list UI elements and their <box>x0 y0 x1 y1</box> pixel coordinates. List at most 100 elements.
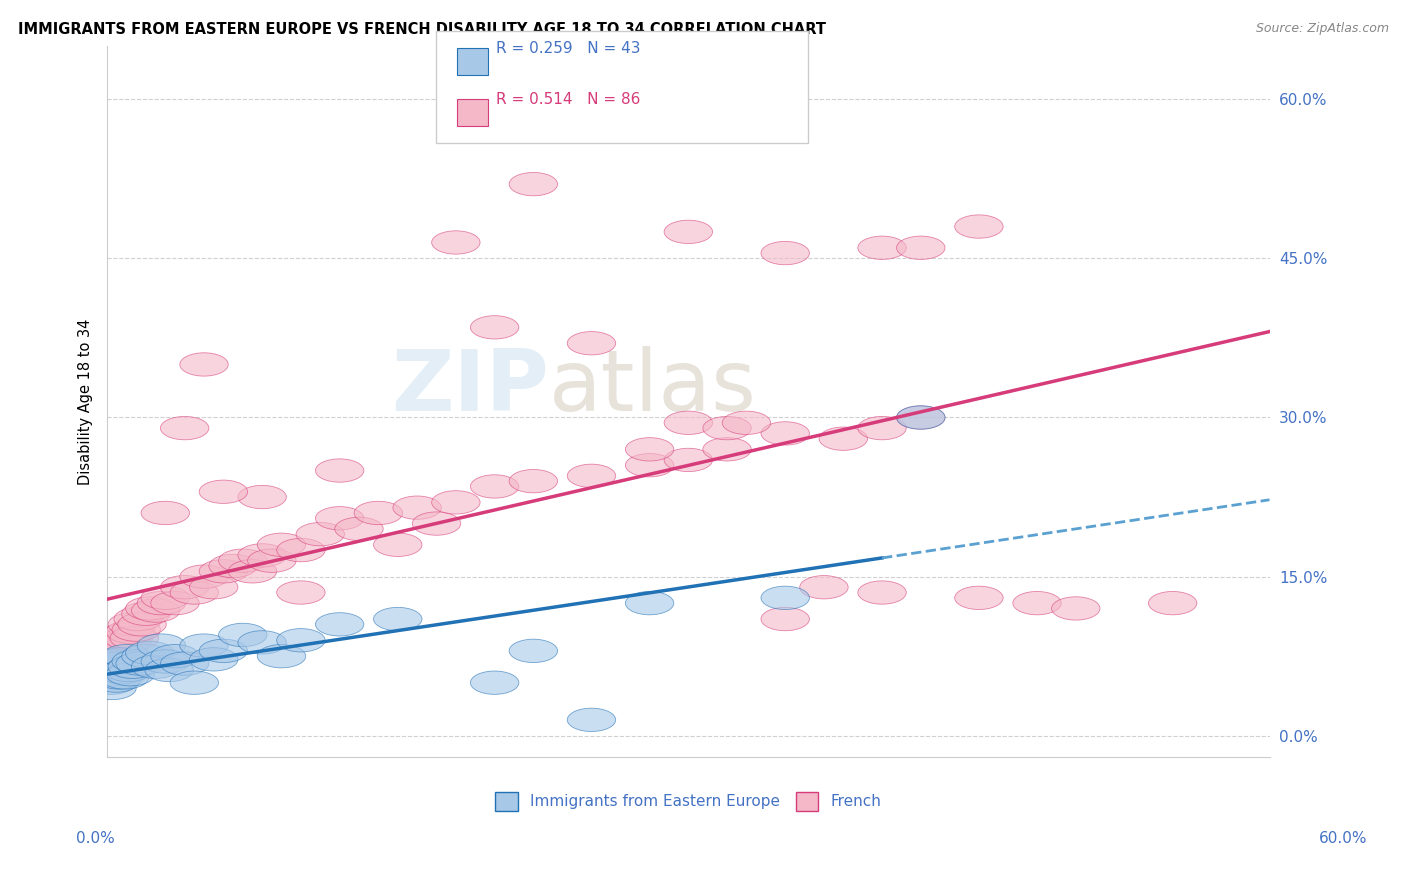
Ellipse shape <box>297 523 344 546</box>
Ellipse shape <box>103 631 150 654</box>
Ellipse shape <box>145 658 194 681</box>
Ellipse shape <box>315 613 364 636</box>
Ellipse shape <box>277 539 325 562</box>
Ellipse shape <box>87 640 135 663</box>
Ellipse shape <box>238 631 287 654</box>
Ellipse shape <box>98 631 146 654</box>
Ellipse shape <box>335 517 384 541</box>
Ellipse shape <box>150 645 200 668</box>
Ellipse shape <box>84 645 134 668</box>
Ellipse shape <box>703 438 751 461</box>
Ellipse shape <box>761 586 810 609</box>
Ellipse shape <box>664 220 713 244</box>
Ellipse shape <box>107 663 155 686</box>
Ellipse shape <box>86 649 135 673</box>
Ellipse shape <box>200 559 247 583</box>
Ellipse shape <box>89 655 138 679</box>
Ellipse shape <box>86 660 135 684</box>
Ellipse shape <box>471 671 519 694</box>
Ellipse shape <box>257 645 305 668</box>
Ellipse shape <box>125 597 174 620</box>
Text: IMMIGRANTS FROM EASTERN EUROPE VS FRENCH DISABILITY AGE 18 TO 34 CORRELATION CHA: IMMIGRANTS FROM EASTERN EUROPE VS FRENCH… <box>18 22 827 37</box>
Ellipse shape <box>118 613 166 636</box>
Ellipse shape <box>567 708 616 731</box>
Ellipse shape <box>89 634 138 657</box>
Text: Source: ZipAtlas.com: Source: ZipAtlas.com <box>1256 22 1389 36</box>
Ellipse shape <box>160 652 209 675</box>
Ellipse shape <box>1052 597 1099 620</box>
Ellipse shape <box>374 607 422 631</box>
Ellipse shape <box>114 607 162 631</box>
Ellipse shape <box>180 634 228 657</box>
Ellipse shape <box>94 648 142 671</box>
Ellipse shape <box>392 496 441 519</box>
Ellipse shape <box>664 411 713 434</box>
Ellipse shape <box>96 640 143 663</box>
Ellipse shape <box>858 236 907 260</box>
Ellipse shape <box>170 671 218 694</box>
Ellipse shape <box>218 549 267 573</box>
Ellipse shape <box>200 480 247 503</box>
Ellipse shape <box>897 236 945 260</box>
Ellipse shape <box>509 469 558 492</box>
Ellipse shape <box>97 634 146 657</box>
Ellipse shape <box>160 417 209 440</box>
Ellipse shape <box>412 512 461 535</box>
Ellipse shape <box>180 353 228 376</box>
Ellipse shape <box>107 620 155 643</box>
Ellipse shape <box>200 640 247 663</box>
Ellipse shape <box>761 422 810 445</box>
Text: 0.0%: 0.0% <box>76 831 115 846</box>
Ellipse shape <box>141 501 190 524</box>
Ellipse shape <box>955 586 1002 609</box>
Ellipse shape <box>138 591 186 615</box>
Legend: Immigrants from Eastern Europe, French: Immigrants from Eastern Europe, French <box>489 786 887 817</box>
Ellipse shape <box>567 332 616 355</box>
Ellipse shape <box>238 544 287 567</box>
Ellipse shape <box>257 533 305 557</box>
Ellipse shape <box>108 613 156 636</box>
Text: ZIP: ZIP <box>391 346 548 429</box>
Ellipse shape <box>131 599 180 623</box>
Ellipse shape <box>97 629 145 652</box>
Ellipse shape <box>432 231 479 254</box>
Ellipse shape <box>955 215 1002 238</box>
Ellipse shape <box>91 649 139 673</box>
Ellipse shape <box>567 464 616 488</box>
Ellipse shape <box>93 631 141 654</box>
Ellipse shape <box>122 645 170 668</box>
Ellipse shape <box>94 665 143 689</box>
Ellipse shape <box>218 624 267 647</box>
Ellipse shape <box>897 406 945 429</box>
Ellipse shape <box>87 645 136 668</box>
Ellipse shape <box>112 649 160 673</box>
Ellipse shape <box>247 549 297 573</box>
Ellipse shape <box>91 669 141 692</box>
Ellipse shape <box>238 485 287 508</box>
Ellipse shape <box>228 559 277 583</box>
Ellipse shape <box>471 475 519 498</box>
Ellipse shape <box>91 637 139 660</box>
Ellipse shape <box>626 438 673 461</box>
Ellipse shape <box>90 641 138 665</box>
Ellipse shape <box>104 626 153 649</box>
Ellipse shape <box>664 449 713 472</box>
Y-axis label: Disability Age 18 to 34: Disability Age 18 to 34 <box>79 318 93 484</box>
Ellipse shape <box>180 565 228 589</box>
Ellipse shape <box>471 316 519 339</box>
Ellipse shape <box>626 453 673 477</box>
Ellipse shape <box>432 491 479 514</box>
Ellipse shape <box>509 640 558 663</box>
Ellipse shape <box>115 652 165 675</box>
Text: atlas: atlas <box>548 346 756 429</box>
Ellipse shape <box>110 626 159 649</box>
Ellipse shape <box>897 406 945 429</box>
Ellipse shape <box>374 533 422 557</box>
Text: 60.0%: 60.0% <box>1319 831 1367 846</box>
Ellipse shape <box>160 575 209 599</box>
Ellipse shape <box>84 665 134 689</box>
Ellipse shape <box>277 629 325 652</box>
Ellipse shape <box>723 411 770 434</box>
Ellipse shape <box>104 658 153 681</box>
Ellipse shape <box>858 581 907 604</box>
